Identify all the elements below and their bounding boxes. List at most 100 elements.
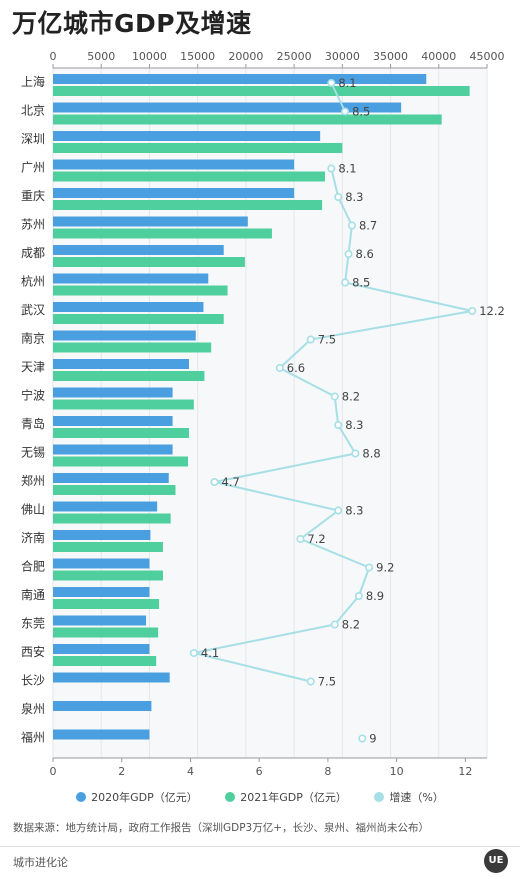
growth-data-label: 4.1: [201, 646, 219, 660]
growth-axis-tick-label: 2: [118, 765, 125, 778]
chart-title: 万亿城市GDP及增速: [12, 9, 252, 38]
growth-data-label: 7.5: [318, 675, 336, 689]
growth-data-label: 9.2: [376, 561, 394, 575]
growth-point: [334, 193, 343, 202]
gdp-axis-tick-label: 15000: [180, 50, 215, 63]
bar-2021: [53, 456, 189, 467]
category-label: 杭州: [21, 274, 45, 289]
growth-data-label: 9: [369, 732, 376, 746]
category-label: 天津: [21, 360, 45, 374]
bar-2020: [53, 359, 189, 369]
legend-swatch-2020: [76, 792, 87, 802]
growth-axis-tick-label: 8: [324, 765, 331, 778]
bar-2021: [53, 143, 343, 153]
gdp-axis-tick-label: 0: [50, 50, 57, 63]
bar-2020: [53, 188, 295, 198]
category-label: 北京: [21, 104, 45, 118]
legend-swatch-2021: [225, 792, 236, 802]
growth-point: [306, 677, 315, 686]
bar-2020: [53, 216, 248, 227]
bar-2020: [53, 273, 209, 284]
growth-point: [358, 734, 367, 743]
gdp-axis-tick-label: 40000: [421, 50, 456, 63]
growth-data-label: 8.3: [345, 418, 363, 432]
bar-2020: [53, 473, 169, 483]
bar-2020: [53, 416, 173, 426]
bar-series: [53, 74, 470, 740]
growth-data-label: 8.2: [342, 390, 360, 404]
brand-logo-icon: UE: [484, 849, 508, 873]
gridlines: [52, 68, 488, 758]
growth-point: [347, 221, 356, 230]
gdp-axis-tick-label: 20000: [228, 50, 263, 63]
footer-divider: [0, 846, 520, 847]
growth-data-label: 7.5: [318, 333, 336, 347]
category-label: 南通: [21, 587, 45, 602]
bar-2021: [53, 200, 323, 210]
category-label: 佛山: [21, 503, 45, 517]
category-label: 苏州: [21, 218, 45, 232]
bar-2021: [53, 627, 159, 638]
category-label: 重庆: [21, 189, 45, 203]
growth-point: [341, 278, 350, 287]
category-label: 泉州: [21, 702, 45, 716]
growth-point: [306, 335, 315, 344]
bar-2021: [53, 599, 160, 609]
gdp-growth-chart: 0 5000 10000 15000 20000 25000 30000 35000 40000…: [21, 50, 505, 778]
growth-axis-tick-label: 10: [390, 765, 404, 778]
bar-2021: [53, 656, 157, 666]
category-label: 无锡: [21, 445, 45, 460]
category-label: 南京: [21, 331, 45, 346]
legend-label-2020: 2020年GDP（亿元）: [91, 791, 198, 804]
bar-2020: [53, 159, 295, 170]
bar-2020: [53, 644, 150, 654]
growth-data-label: 8.1: [338, 76, 356, 90]
category-labels: 上海北京深圳广州重庆苏州成都杭州武汉南京天津宁波青岛无锡郑州佛山济南合肥南通东莞…: [21, 74, 45, 745]
bar-2021: [53, 285, 228, 296]
category-label: 福州: [21, 730, 45, 745]
bar-2020: [53, 131, 321, 141]
plot-area-background: [53, 68, 487, 758]
bar-2020: [53, 587, 150, 597]
growth-axis-tick-label: 12: [458, 765, 472, 778]
bar-2021: [53, 513, 171, 524]
legend-item-2020[interactable]: 2020年GDP（亿元）: [76, 789, 198, 805]
growth-point: [327, 79, 336, 88]
growth-data-label: 8.3: [345, 504, 363, 518]
bar-2021: [53, 542, 163, 552]
gdp-axis-tick-label: 45000: [470, 50, 505, 63]
growth-point: [334, 506, 343, 515]
category-label: 广州: [21, 161, 45, 175]
category-label: 合肥: [21, 559, 45, 574]
gdp-axis-tick-label: 25000: [277, 50, 312, 63]
growth-data-label: 7.2: [307, 532, 325, 546]
bar-2020: [53, 387, 173, 398]
growth-axis-tick-label: 4: [187, 765, 194, 778]
bar-2020: [53, 701, 152, 711]
bar-2021: [53, 570, 163, 581]
growth-point: [365, 563, 374, 572]
legend-item-2021[interactable]: 2021年GDP（亿元）: [225, 789, 347, 805]
bar-2021: [53, 171, 325, 182]
bar-2021: [53, 371, 205, 381]
bar-2020: [53, 672, 170, 683]
legend-item-growth[interactable]: 增速（%）: [374, 789, 444, 805]
category-label: 青岛: [21, 416, 45, 431]
bar-2020: [53, 530, 151, 540]
growth-point: [468, 306, 477, 315]
bar-2021: [53, 342, 212, 353]
growth-data-label: 8.3: [345, 190, 363, 204]
legend-swatch-growth: [374, 792, 385, 802]
growth-data-label: 8.7: [359, 219, 377, 233]
bar-2020: [53, 330, 196, 341]
growth-data-label: 8.9: [366, 589, 384, 603]
gdp-axis-tick-label: 5000: [87, 50, 115, 63]
category-label: 东莞: [21, 617, 45, 631]
growth-data-label: 8.5: [352, 105, 370, 119]
bar-2020: [53, 245, 224, 255]
legend-label-growth: 增速（%）: [389, 791, 444, 804]
bar-2021: [53, 114, 442, 125]
growth-data-label: 8.5: [352, 276, 370, 290]
bar-2021: [53, 228, 272, 239]
bar-2020: [53, 102, 402, 113]
